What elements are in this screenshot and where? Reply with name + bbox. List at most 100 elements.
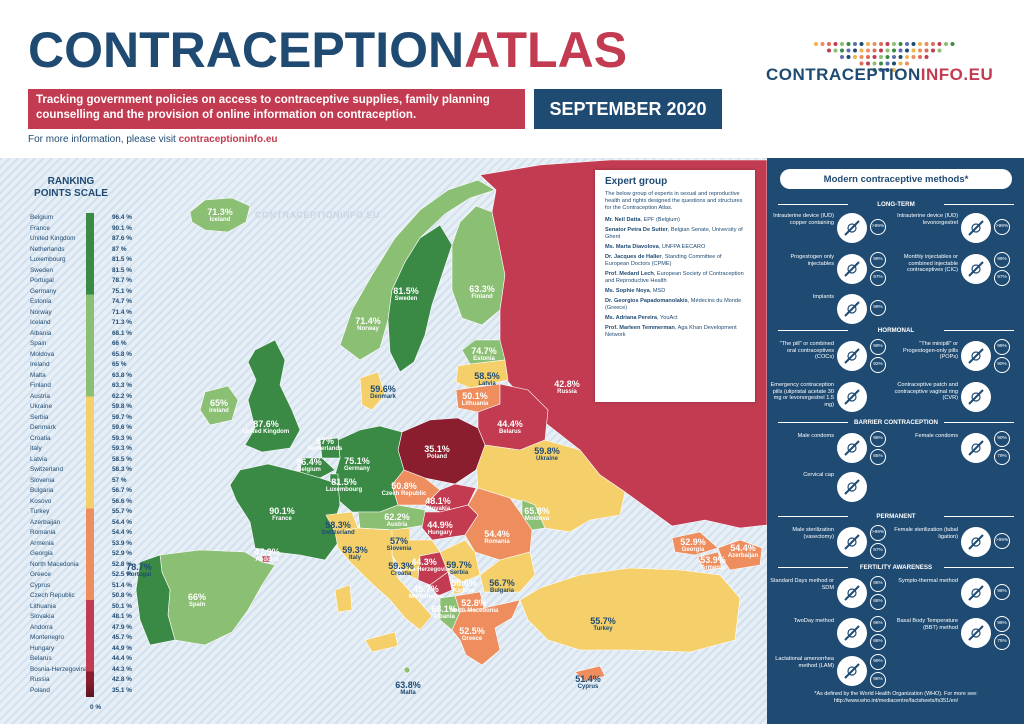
country-score: 63.3% [469,284,495,294]
method-label: Monthly injectables or combined injectab… [903,254,958,273]
more-info-link[interactable]: contraceptioninfo.eu [178,134,278,145]
country-label: 58.5% Latvia [474,371,500,388]
scale-country-value: 65 % [112,361,127,368]
country-score: 48.1% [425,496,451,506]
country-score: 52.9% [680,537,706,547]
logo-dot [827,48,831,53]
logo-dot [833,42,838,46]
scale-country-name: Slovakia [30,613,55,620]
scale-country-value: 35.1 % [112,686,132,694]
scale-country-name: Romania [30,529,56,536]
effectiveness-perfect-use-badge: 99% [870,339,886,355]
scale-country-name: North Macedonia [30,560,79,568]
method-label: Female condoms [915,433,958,439]
country-bulgaria [479,551,536,593]
country-score: 50.8% [391,481,417,491]
effectiveness-typical-use-badge: 92% [870,357,886,373]
logo-dot [911,42,916,46]
method-label: Basal Body Temperature (BBT) method [896,618,958,631]
scale-country-value: 78.7 % [112,277,132,284]
country-name: Spain [188,602,206,608]
country-label: 96.4% Belgium [296,457,322,474]
country-label: 50.8% Czech Republic [382,481,427,498]
scale-row: Moldova 65.8 % [30,350,132,360]
expert-affiliation: , European Society of Contraception and … [605,271,744,284]
country-score: 59.8% [534,446,560,456]
cervical-cap-icon [837,472,867,502]
scale-country-value: 42.8 % [112,676,132,683]
logo-dot [879,55,883,59]
expert-affiliation: , Standing Committee of European Doctors… [605,254,722,267]
method-label: Male condoms [797,433,834,439]
method-label: Contraceptive patch and contraceptive va… [894,382,958,401]
scale-country-value: 50.1 % [112,602,132,610]
country-label: 56.7% Bulgaria [489,578,515,595]
expert-name: Dr. Jacques de Haller [605,254,662,260]
scale-country-value: 71.4 % [112,308,132,316]
country-score: 71.3% [207,207,233,217]
methods-section-heading: PERMANENT [778,512,1014,521]
methods-heading: Modern contraceptive methods* [780,169,1012,189]
copper-iud-icon [837,213,867,243]
effectiveness-typical-use-badge: 97% [994,270,1010,286]
more-info-text: For more information, please visit [28,134,179,145]
scale-zero-label: 0 % [90,704,102,711]
scale-country-value: 81.5 % [112,256,132,263]
country-name: Portugal [126,572,152,578]
country-name: Germany [343,466,371,472]
country-norway [339,179,496,361]
injectable-icon [837,254,867,284]
country-score: 59.3% [388,561,414,571]
country-score: 56.7% [489,578,515,588]
country-name: Bosnia-Herzegovina [395,567,453,573]
expert-affiliation: , EPF (Belgium) [640,217,680,223]
scale-country-value: 52.9 % [112,550,132,557]
bbt-icon [961,618,991,648]
country-name: Czech Republic [381,491,427,497]
scale-country-name: Moldova [30,350,55,358]
logo-dot [898,61,903,66]
scale-row: Hungary 44.9 % [30,644,132,654]
scale-country-name: Norway [30,308,52,316]
scale-country-name: Switzerland [30,466,64,473]
expert-name: Ms. Sophie Noya [605,288,650,294]
country-score: 52.5% [459,626,485,636]
logo-dot [814,42,818,46]
country-label: 44.4% Belarus [497,419,523,436]
expert-member: Senator Petra De Sutter, Belgian Senate,… [605,227,745,241]
country-score: 59.7% [446,560,472,570]
expert-name: Ms. Adriana Pereira [605,315,658,321]
scale-row: Turkey 55.7 % [30,507,132,517]
country-score: 66% [187,592,207,602]
sympto-thermal-icon [961,578,991,608]
logo-part-1: CONTRACEPTION [766,65,921,84]
country-score: 42.8% [554,379,580,389]
scale-country-value: 59.7 % [112,413,132,421]
expert-member: Mr. Neil Datta, EPF (Belgium) [605,217,745,224]
country-score: 52.8% [461,598,487,608]
method-label: Intrauterine device (IUD) levonorgestrel [897,213,958,226]
logo-dot [905,42,909,46]
country-score: 65.8% [524,506,550,516]
map-watermark: CONTRACEPTIONINFO.EU [255,210,381,220]
method-label: Male sterilization (vasectomy) [792,527,834,540]
country-name: Ukraine [535,456,558,462]
emergency-pill-icon [837,382,867,412]
country-score: 55.7% [590,616,616,626]
logo-dot [840,48,844,53]
logo-dot [872,55,877,59]
logo-dot [924,48,929,53]
scale-heading: RANKING POINTS SCALE [34,176,108,199]
scale-country-name: Italy [30,445,42,452]
scale-country-name: Croatia [30,434,51,442]
country-name: Kosovo [452,588,475,594]
logo-dot [859,61,864,66]
logo-dot [853,48,857,53]
method-label: Cervical cap [803,472,834,478]
scale-country-name: Hungary [30,644,55,652]
scale-country-value: 90.1 % [112,224,132,232]
country-score: 50.1% [462,391,488,401]
scale-row: Belgium 96.4 % [30,213,132,223]
scale-country-name: Luxembourg [30,256,66,263]
effectiveness-perfect-use-badge: 98% [870,431,886,447]
